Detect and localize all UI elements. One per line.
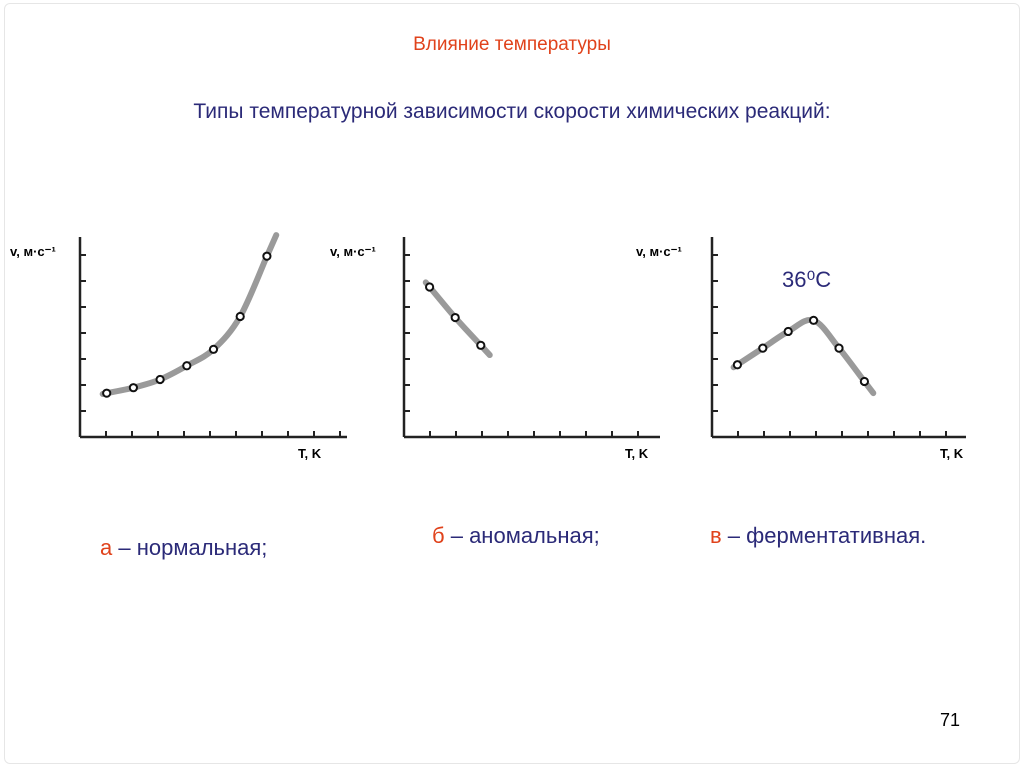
chart-a-curve [99, 232, 280, 397]
chart-c-xlabel: T, K [940, 446, 964, 461]
caption-a-letter: а [100, 535, 113, 560]
slide-subtitle: Типы температурной зависимости скорости … [193, 100, 831, 123]
chart-c-curve [730, 316, 877, 397]
chart-a: v, м·с⁻¹ T, K [10, 232, 347, 461]
page-number: 71 [940, 710, 961, 730]
chart-c-point [758, 343, 768, 353]
chart-a-point [235, 311, 245, 322]
chart-c-ylabel: v, м·с⁻¹ [636, 244, 682, 259]
chart-a-point [208, 344, 219, 354]
chart-c-point [732, 360, 743, 370]
caption-b-text: – аномальная; [444, 523, 600, 548]
caption-a: а – нормальная; [100, 535, 267, 561]
chart-c-point [859, 376, 870, 387]
caption-b-letter: б [432, 523, 445, 548]
caption-c-letter: в [710, 523, 722, 548]
slide-title: Влияние температуры [413, 34, 611, 55]
caption-a-text: – нормальная; [112, 535, 268, 560]
caption-c-text: – ферментативная. [721, 523, 927, 548]
chart-a-point [102, 388, 112, 398]
chart-c: v, м·с⁻¹ T, K 36⁰С [636, 237, 966, 461]
slide-frame [4, 3, 1020, 764]
chart-c-point [783, 326, 793, 337]
chart-b-ylabel: v, м·с⁻¹ [330, 244, 376, 259]
caption-b: б – аномальная; [432, 523, 600, 549]
chart-c-point [834, 343, 844, 353]
chart-b-point [450, 312, 460, 323]
chart-a-xlabel: T, K [298, 446, 322, 461]
chart-a-ylabel: v, м·с⁻¹ [10, 244, 56, 259]
chart-a-point [155, 374, 165, 385]
chart-b-point [425, 282, 435, 292]
chart-a-point [182, 361, 192, 371]
chart-b-xlabel: T, K [625, 446, 649, 461]
chart-c-point [809, 315, 819, 325]
chart-c-annotation: 36⁰С [782, 267, 831, 292]
chart-b-point [476, 340, 486, 350]
chart-a-point [262, 251, 272, 261]
chart-b: v, м·с⁻¹ T, K [330, 237, 660, 461]
chart-a-point [128, 383, 138, 393]
caption-c: в – ферментативная. [710, 523, 926, 549]
